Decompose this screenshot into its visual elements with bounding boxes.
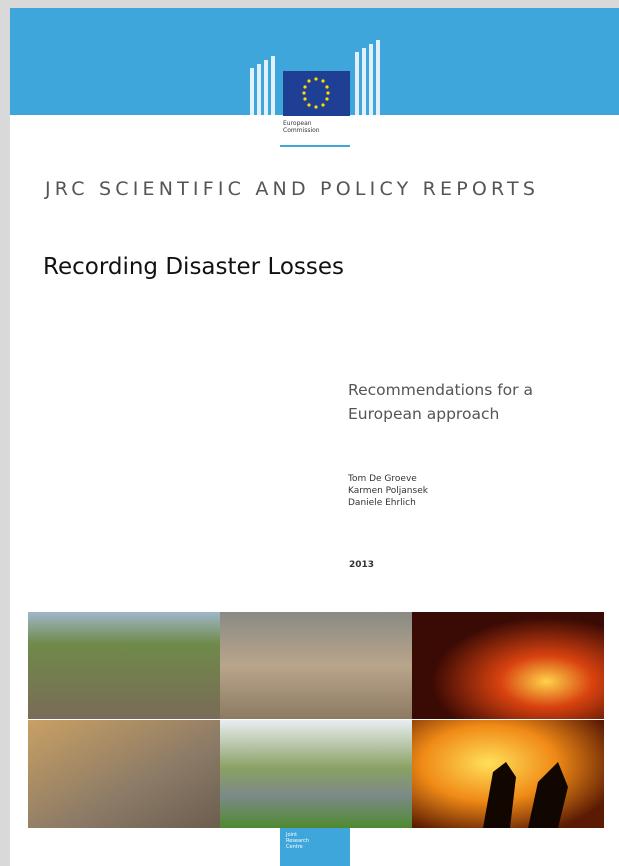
logo-line: Commission	[283, 127, 320, 134]
subtitle-line: Recommendations for a	[348, 378, 533, 402]
title: Recording Disaster Losses	[43, 254, 344, 280]
logo-text: European Commission	[283, 120, 320, 134]
author: Daniele Ehrlich	[348, 497, 428, 509]
rule	[280, 145, 350, 147]
photo-collage	[28, 612, 604, 828]
subtitle: Recommendations for a European approach	[348, 378, 533, 426]
author: Karmen Poljansek	[348, 485, 428, 497]
jrc-logo-text: Joint Research Centre	[286, 832, 309, 850]
author: Tom De Groeve	[348, 473, 428, 485]
year: 2013	[349, 560, 374, 570]
logo-line: Centre	[286, 844, 309, 850]
ec-logo	[245, 38, 385, 118]
jrc-logo: Joint Research Centre	[280, 828, 350, 866]
logo-line: European	[283, 120, 320, 127]
subtitle-line: European approach	[348, 402, 533, 426]
screen: European Commission JRC SCIENTIFIC AND P…	[0, 0, 619, 866]
series-title: JRC SCIENTIFIC AND POLICY REPORTS	[45, 178, 539, 200]
authors: Tom De Groeve Karmen Poljansek Daniele E…	[348, 473, 428, 509]
cover-page: European Commission JRC SCIENTIFIC AND P…	[10, 8, 619, 866]
